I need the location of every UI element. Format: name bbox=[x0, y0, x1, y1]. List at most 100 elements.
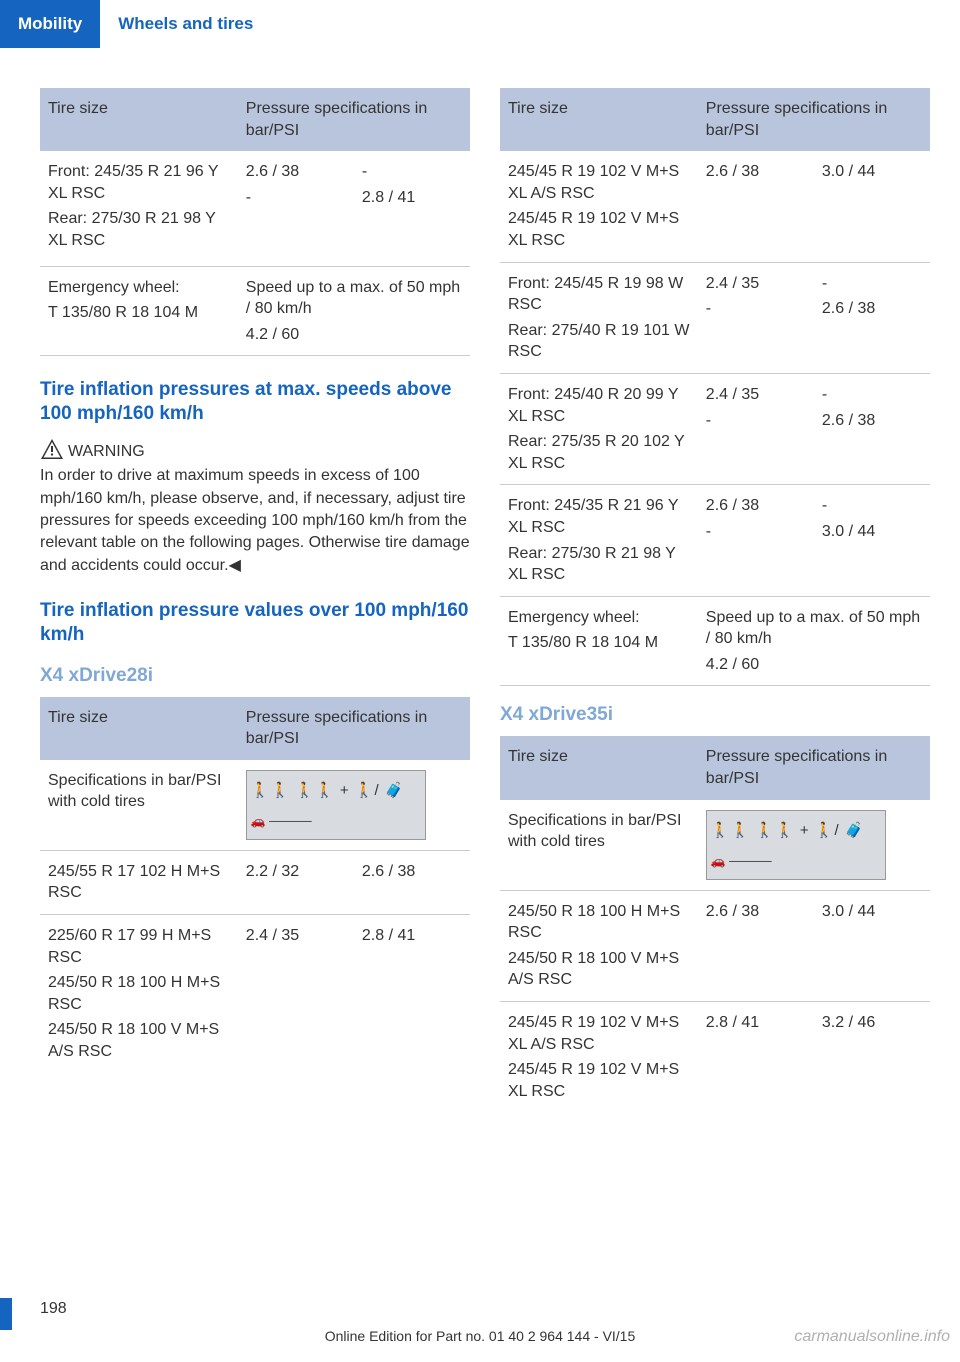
cell: 2.2 / 32 bbox=[238, 850, 354, 914]
car-icon: 🚗 ───── bbox=[251, 813, 421, 829]
cell: - bbox=[706, 523, 711, 540]
table-2: Tire size Pressure specifications in bar… bbox=[40, 697, 470, 1073]
th-tire-size: Tire size bbox=[40, 88, 238, 151]
people-icons: 🚶🚶 🚶🚶 + 🚶/ 🧳 bbox=[711, 821, 881, 841]
cell: Emergency wheel: bbox=[508, 607, 690, 629]
table-1: Tire size Pressure specifications in bar… bbox=[40, 88, 470, 356]
cell: 2.4 / 35 bbox=[706, 273, 806, 295]
main-content: Tire size Pressure specifications in bar… bbox=[0, 48, 960, 1112]
cell: T 135/80 R 18 104 M bbox=[508, 634, 658, 651]
cell: 245/45 R 19 102 V M+S XL A/S RSC bbox=[508, 1012, 690, 1055]
cell: Front: 245/40 R 20 99 Y XL RSC bbox=[508, 384, 690, 427]
cell: T 135/80 R 18 104 M bbox=[48, 304, 198, 321]
cell: - bbox=[362, 161, 462, 183]
cell: - bbox=[822, 384, 922, 406]
cell: 3.0 / 44 bbox=[814, 890, 930, 1001]
left-column: Tire size Pressure specifications in bar… bbox=[40, 88, 470, 1112]
table-row: Front: 245/45 R 19 98 W RSC Rear: 275/40… bbox=[500, 262, 930, 373]
cell: 2.6 / 38 bbox=[246, 161, 346, 183]
cell: 2.6 / 38 bbox=[698, 890, 814, 1001]
car-icon: 🚗 ───── bbox=[711, 853, 881, 869]
cell: 3.0 / 44 bbox=[822, 523, 875, 540]
cell: 2.6 / 38 bbox=[706, 495, 806, 517]
cell: 2.6 / 38 bbox=[822, 300, 875, 317]
spec-image: 🚶🚶 🚶🚶 + 🚶/ 🧳 🚗 ───── bbox=[706, 810, 886, 880]
cell: 245/50 R 18 100 H M+S RSC bbox=[48, 972, 230, 1015]
th-pressure: Pressure specifications in bar/PSI bbox=[238, 88, 470, 151]
people-icons: 🚶🚶 🚶🚶 + 🚶/ 🧳 bbox=[251, 781, 421, 801]
table-3: Tire size Pressure specifications in bar… bbox=[500, 88, 930, 686]
cell: 245/55 R 17 102 H M+S RSC bbox=[40, 850, 238, 914]
spec-image: 🚶🚶 🚶🚶 + 🚶/ 🧳 🚗 ───── bbox=[246, 770, 426, 840]
th-pressure: Pressure specifications in bar/PSI bbox=[238, 697, 470, 760]
table-row: 245/45 R 19 102 V M+S XL A/S RSC 245/45 … bbox=[500, 1002, 930, 1113]
cell: 2.8 / 41 bbox=[362, 189, 415, 206]
table-row: Front: 245/35 R 21 96 Y XL RSC Rear: 275… bbox=[40, 151, 470, 266]
page-number: 198 bbox=[40, 1300, 67, 1318]
table-row: Front: 245/35 R 21 96 Y XL RSC Rear: 275… bbox=[500, 485, 930, 596]
tab-wheels-tires[interactable]: Wheels and tires bbox=[100, 0, 271, 48]
th-tire-size: Tire size bbox=[40, 697, 238, 760]
cell: Front: 245/35 R 21 96 Y XL RSC bbox=[508, 495, 690, 538]
warn-body: In order to drive at maximum speeds in e… bbox=[40, 465, 470, 577]
cell: Front: 245/35 R 21 96 Y XL RSC bbox=[48, 161, 230, 204]
cell: 3.2 / 46 bbox=[814, 1002, 930, 1113]
cell: 245/50 R 18 100 V M+S A/S RSC bbox=[508, 950, 679, 989]
cell: - bbox=[246, 189, 251, 206]
th-tire-size: Tire size bbox=[500, 88, 698, 151]
cell: 245/50 R 18 100 H M+S RSC bbox=[508, 901, 690, 944]
cell: Front: 245/45 R 19 98 W RSC bbox=[508, 273, 690, 316]
th-pressure: Pressure specifications in bar/PSI bbox=[698, 88, 930, 151]
left-accent-bar bbox=[0, 1298, 12, 1330]
heading-model-35i: X4 xDrive35i bbox=[500, 704, 930, 726]
tab-mobility[interactable]: Mobility bbox=[0, 0, 100, 48]
heading-inflation-max: Tire inflation pressures at max. speeds … bbox=[40, 378, 470, 426]
watermark: carmanualsonline.info bbox=[794, 1328, 950, 1346]
cell: 2.6 / 38 bbox=[354, 850, 470, 914]
cell: 2.8 / 41 bbox=[698, 1002, 814, 1113]
cell: 225/60 R 17 99 H M+S RSC bbox=[48, 925, 230, 968]
heading-model-28i: X4 xDrive28i bbox=[40, 665, 470, 687]
cell: - bbox=[706, 300, 711, 317]
cell: 245/45 R 19 102 V M+S XL RSC bbox=[508, 1061, 679, 1100]
cell: - bbox=[822, 495, 922, 517]
cell: - bbox=[822, 273, 922, 295]
right-column: Tire size Pressure specifications in bar… bbox=[500, 88, 930, 1112]
cell: Speed up to a max. of 50 mph / 80 km/h bbox=[706, 607, 922, 650]
cell: 2.4 / 35 bbox=[706, 384, 806, 406]
table-row: 245/45 R 19 102 V M+S XL A/S RSC 245/45 … bbox=[500, 151, 930, 262]
cell: 245/50 R 18 100 V M+S A/S RSC bbox=[48, 1021, 219, 1060]
cell: Rear: 275/35 R 20 102 Y XL RSC bbox=[508, 433, 684, 472]
table-row: Emergency wheel: T 135/80 R 18 104 M Spe… bbox=[40, 266, 470, 356]
cell: 2.6 / 38 bbox=[822, 412, 875, 429]
cell: 2.4 / 35 bbox=[238, 915, 354, 1073]
cell: 2.6 / 38 bbox=[698, 151, 814, 262]
heading-inflation-values: Tire inflation pressure values over 100 … bbox=[40, 599, 470, 647]
th-tire-size: Tire size bbox=[500, 736, 698, 799]
cell: Speed up to a max. of 50 mph / 80 km/h bbox=[246, 277, 462, 320]
table-4: Tire size Pressure specifications in bar… bbox=[500, 736, 930, 1112]
table-row: Emergency wheel: T 135/80 R 18 104 M Spe… bbox=[500, 596, 930, 686]
cell: Emergency wheel: bbox=[48, 277, 230, 299]
cell: 2.8 / 41 bbox=[354, 915, 470, 1073]
cell: 245/45 R 19 102 V M+S XL RSC bbox=[508, 210, 679, 249]
header-tabs: Mobility Wheels and tires bbox=[0, 0, 960, 48]
table-row: Specifications in bar/PSI with cold tire… bbox=[500, 800, 930, 891]
cell: Rear: 275/30 R 21 98 Y XL RSC bbox=[48, 208, 230, 251]
table-row: Specifications in bar/PSI with cold tire… bbox=[40, 760, 470, 851]
table-row: 245/50 R 18 100 H M+S RSC 245/50 R 18 10… bbox=[500, 890, 930, 1001]
cell: Rear: 275/40 R 19 101 W RSC bbox=[508, 322, 689, 361]
warn-title: WARNING bbox=[68, 443, 145, 460]
cell: Specifications in bar/PSI with cold tire… bbox=[500, 800, 698, 891]
cell: Specifications in bar/PSI with cold tire… bbox=[40, 760, 238, 851]
table-row: Front: 245/40 R 20 99 Y XL RSC Rear: 275… bbox=[500, 373, 930, 484]
cell: 245/45 R 19 102 V M+S XL A/S RSC bbox=[508, 161, 690, 204]
cell: Rear: 275/30 R 21 98 Y XL RSC bbox=[508, 545, 676, 584]
warning-block: WARNING In order to drive at maximum spe… bbox=[40, 438, 470, 577]
cell: 4.2 / 60 bbox=[246, 326, 299, 343]
th-pressure: Pressure specifications in bar/PSI bbox=[698, 736, 930, 799]
table-row: 245/55 R 17 102 H M+S RSC 2.2 / 32 2.6 /… bbox=[40, 850, 470, 914]
warning-icon bbox=[40, 438, 64, 460]
cell: - bbox=[706, 412, 711, 429]
cell: 4.2 / 60 bbox=[706, 656, 759, 673]
